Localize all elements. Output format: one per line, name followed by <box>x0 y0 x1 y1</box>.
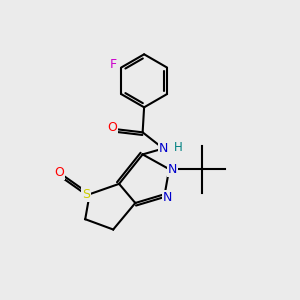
Text: H: H <box>174 141 183 154</box>
Text: N: N <box>168 163 177 176</box>
Text: O: O <box>107 122 117 134</box>
Text: N: N <box>159 142 169 155</box>
Text: S: S <box>82 188 90 201</box>
Text: O: O <box>54 167 64 179</box>
Text: N: N <box>163 191 172 204</box>
Text: F: F <box>110 58 116 70</box>
